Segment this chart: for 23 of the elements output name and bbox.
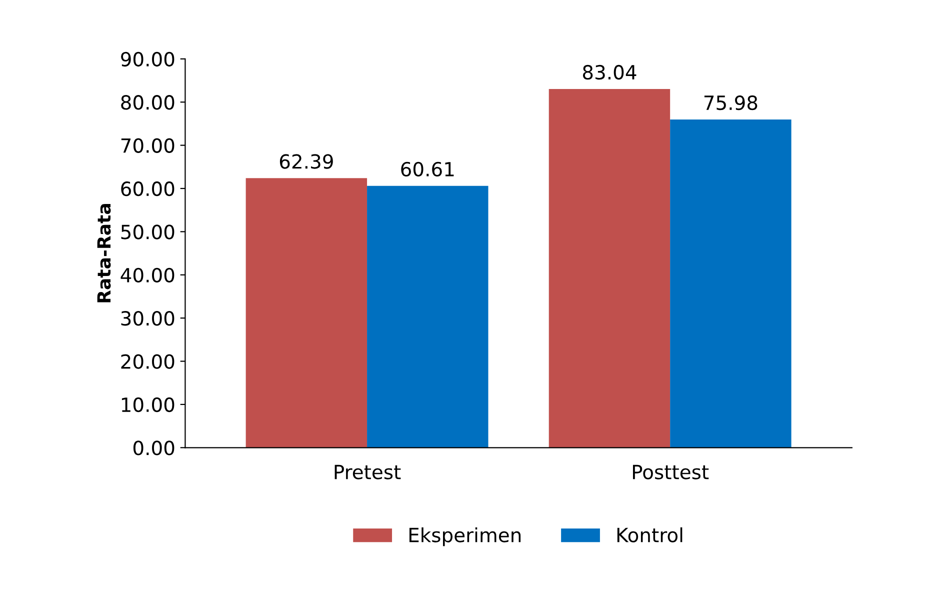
y-axis-title: Rata-Rata (97, 204, 111, 302)
bar (246, 178, 368, 448)
bar (670, 119, 792, 448)
y-tick-label: 70.00 (121, 138, 174, 153)
y-tick-label: 20.00 (121, 354, 174, 369)
legend-label: Eksperimen (409, 527, 521, 546)
y-tick-label: 10.00 (122, 397, 174, 412)
y-tick-label: 60.00 (121, 181, 174, 196)
x-tick-label: Pretest (334, 464, 401, 480)
y-tick-label: 90.00 (121, 52, 174, 67)
data-label: 62.39 (280, 154, 333, 169)
bar (367, 186, 488, 448)
x-tick-label: Posttest (632, 464, 709, 480)
legend-label: Kontrol (617, 527, 682, 542)
data-label: 83.04 (582, 64, 636, 80)
data-label: 75.98 (704, 95, 758, 110)
y-tick-label: 80.00 (121, 95, 174, 110)
y-tick-label: 30.00 (121, 311, 174, 326)
data-label: 60.61 (401, 162, 454, 177)
y-tick-label: 50.00 (121, 224, 174, 240)
y-tick-label: 0.00 (133, 440, 174, 456)
bar (548, 88, 670, 448)
y-tick-label: 40.00 (120, 268, 174, 283)
